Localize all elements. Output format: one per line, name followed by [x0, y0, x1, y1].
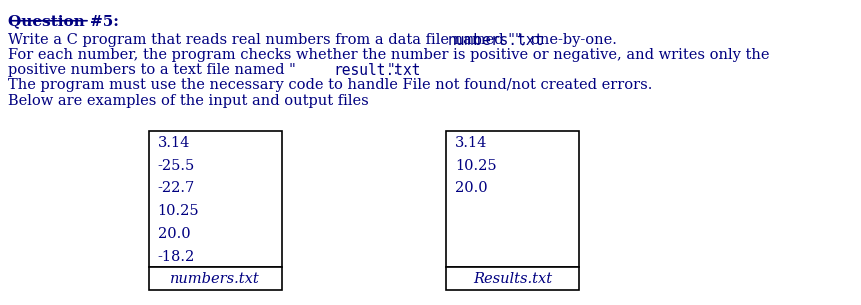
Text: -22.7: -22.7 [158, 181, 195, 196]
Text: 10.25: 10.25 [158, 204, 199, 218]
FancyBboxPatch shape [445, 131, 579, 267]
Text: Below are examples of the input and output files: Below are examples of the input and outp… [8, 94, 368, 108]
FancyBboxPatch shape [148, 267, 282, 290]
Text: -25.5: -25.5 [158, 159, 195, 173]
Text: Results.txt: Results.txt [472, 272, 551, 285]
Text: result.txt: result.txt [332, 63, 420, 78]
Text: ".: ". [387, 63, 399, 77]
Text: 3.14: 3.14 [455, 136, 486, 150]
Text: For each number, the program checks whether the number is positive or negative, : For each number, the program checks whet… [8, 48, 768, 62]
Text: numbers.txt: numbers.txt [448, 33, 543, 48]
FancyBboxPatch shape [445, 267, 579, 290]
Text: 3.14: 3.14 [158, 136, 190, 150]
Text: The program must use the necessary code to handle File not found/not created err: The program must use the necessary code … [8, 78, 651, 92]
Text: positive numbers to a text file named ": positive numbers to a text file named " [8, 63, 295, 77]
Text: 10.25: 10.25 [455, 159, 496, 173]
Text: Write a C program that reads real numbers from a data file named ": Write a C program that reads real number… [8, 33, 514, 47]
Text: ", one-by-one.: ", one-by-one. [514, 33, 616, 47]
Text: 20.0: 20.0 [455, 181, 487, 196]
FancyBboxPatch shape [148, 131, 282, 267]
Text: 20.0: 20.0 [158, 227, 190, 241]
Text: Question #5:: Question #5: [8, 14, 118, 28]
Text: -18.2: -18.2 [158, 250, 195, 264]
Text: numbers.txt: numbers.txt [170, 272, 260, 285]
